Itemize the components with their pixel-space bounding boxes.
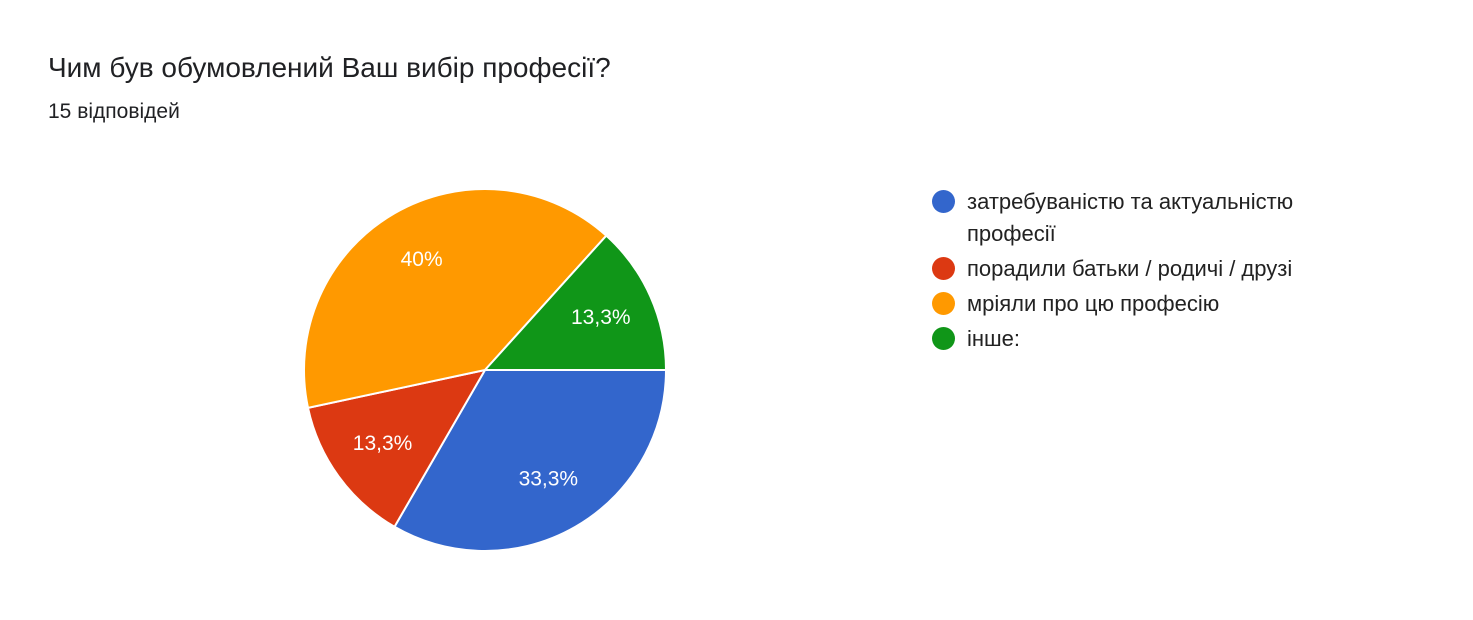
data-label: 13,3%	[571, 306, 631, 329]
chart-subtitle: 15 відповідей	[48, 100, 180, 123]
pie-slice	[482, 234, 668, 371]
pie-slice	[393, 369, 668, 552]
legend-label: затребуваністю та актуальністю професії	[967, 189, 1294, 246]
chart-title: Чим був обумовлений Ваш вибір професії?	[48, 52, 611, 83]
legend-item: мріяли про цю професію	[930, 288, 1330, 320]
legend-swatch	[932, 190, 955, 213]
legend-swatch	[932, 327, 955, 350]
legend-label: інше:	[967, 326, 1021, 351]
data-label: 33,3%	[519, 467, 579, 490]
data-label: 13,3%	[353, 432, 413, 455]
legend: затребуваністю та актуальністю професії п…	[930, 186, 1330, 358]
data-label: 40%	[401, 248, 443, 271]
chart: 33,3% 13,3% 40% 13,3%	[303, 188, 668, 552]
pie-slice	[306, 368, 487, 529]
legend-item: затребуваністю та актуальністю професії	[930, 186, 1330, 250]
legend-swatch	[932, 257, 955, 280]
legend-item: інше:	[930, 323, 1330, 355]
legend-swatch	[932, 292, 955, 315]
legend-item: порадили батьки / родичі / друзі	[930, 253, 1330, 285]
legend-label: мріяли про цю професію	[967, 291, 1220, 316]
legend-label: порадили батьки / родичі / друзі	[967, 256, 1293, 281]
pie-slice	[303, 188, 608, 410]
